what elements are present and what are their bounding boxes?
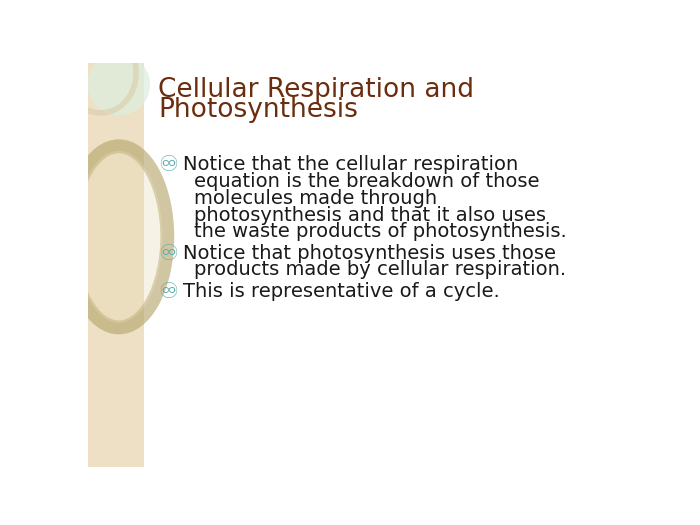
- Text: molecules made through: molecules made through: [194, 189, 438, 208]
- Text: ♾: ♾: [158, 281, 178, 301]
- Text: equation is the breakdown of those: equation is the breakdown of those: [194, 172, 540, 191]
- Text: Photosynthesis: Photosynthesis: [158, 97, 358, 123]
- Text: ♾: ♾: [158, 244, 178, 264]
- Text: This is representative of a cycle.: This is representative of a cycle.: [183, 281, 500, 301]
- Text: the waste products of photosynthesis.: the waste products of photosynthesis.: [194, 222, 567, 241]
- Text: Cellular Respiration and: Cellular Respiration and: [158, 77, 475, 103]
- Text: Notice that photosynthesis uses those: Notice that photosynthesis uses those: [183, 244, 556, 262]
- Text: ♾: ♾: [158, 155, 178, 175]
- Ellipse shape: [88, 54, 150, 116]
- Ellipse shape: [75, 151, 162, 323]
- Text: photosynthesis and that it also uses: photosynthesis and that it also uses: [194, 205, 546, 225]
- Text: products made by cellular respiration.: products made by cellular respiration.: [194, 260, 566, 279]
- Bar: [88, 63, 144, 467]
- Text: Notice that the cellular respiration: Notice that the cellular respiration: [183, 155, 519, 174]
